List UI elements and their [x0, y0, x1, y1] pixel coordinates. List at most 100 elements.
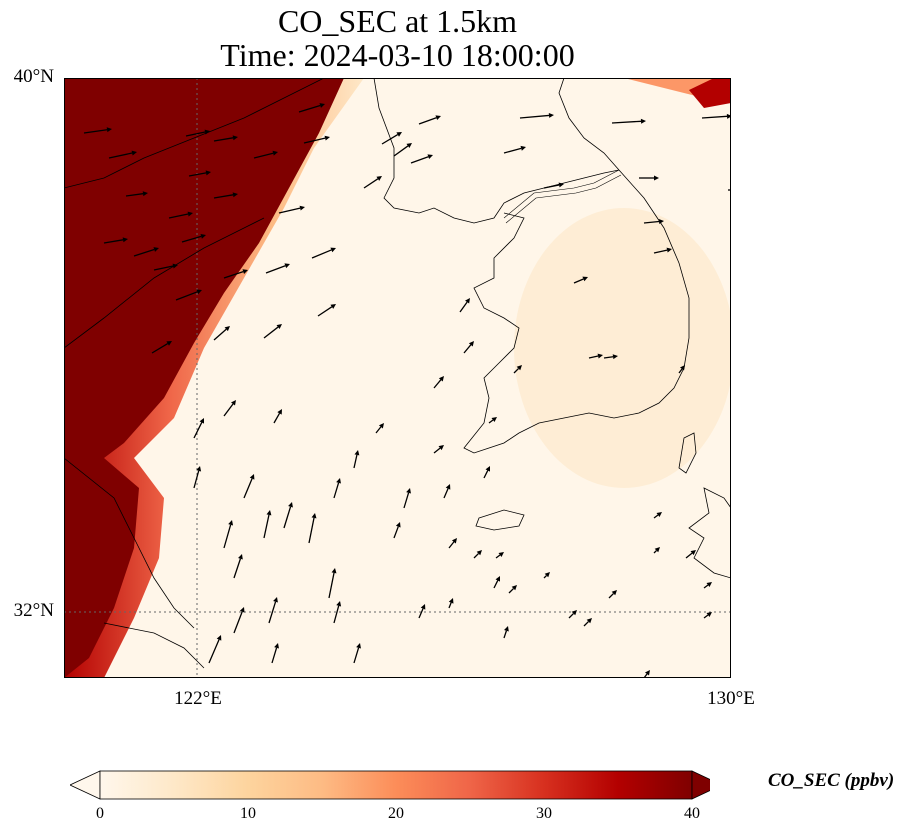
wind-vector-head [680, 365, 685, 371]
wind-vector-head [232, 135, 238, 141]
wind-vector-head [451, 538, 457, 544]
wind-vector-shaft [278, 207, 301, 214]
wind-vector-shaft [573, 278, 584, 284]
wind-vector-shaft [83, 129, 108, 134]
wind-vector-shaft [223, 403, 234, 417]
wind-vector-head [445, 484, 451, 490]
wind-vector-shaft [273, 413, 281, 424]
wind-vector-shaft [473, 553, 479, 559]
wind-vector-head [336, 601, 342, 607]
wind-vector-head [582, 276, 588, 282]
wind-vector-head [495, 576, 500, 582]
wind-vector-shaft [298, 104, 321, 113]
wind-vector-head [284, 263, 290, 269]
wind-vector-shaft [308, 517, 315, 544]
wind-vector-shaft [375, 426, 382, 434]
wind-vector-head [485, 466, 490, 472]
wind-vector-head [204, 129, 210, 135]
wind-vector-head [396, 132, 402, 137]
wind-vector-shaft [381, 134, 399, 145]
colorbar-label: CO_SEC (ppbv) [768, 770, 895, 791]
wind-vector-head [228, 520, 234, 526]
wind-vector-shaft [495, 554, 501, 559]
wind-vector-head [656, 512, 662, 517]
wind-vector-shaft [317, 306, 333, 317]
wind-vector-head [324, 135, 330, 141]
wind-vector-head [491, 417, 497, 422]
wind-vector-shaft [611, 120, 642, 124]
wind-vector-head [548, 112, 554, 118]
coastline-bohai-north [373, 78, 620, 224]
wind-vector-shaft [543, 575, 547, 579]
wind-vector-shaft [213, 137, 234, 142]
wind-vector-shaft [403, 492, 410, 509]
wind-vector-head [666, 247, 672, 253]
coastline-liaodong [64, 78, 325, 189]
wind-vector-head [356, 643, 361, 649]
coastline-korea [463, 169, 690, 454]
wind-vector-head [216, 635, 222, 641]
wind-vector-head [199, 418, 204, 424]
wind-vector-shaft [333, 482, 340, 499]
wind-vector-head [288, 502, 293, 508]
wind-vector-head [438, 376, 444, 382]
colorbar-tick-30: 30 [536, 805, 552, 822]
wind-vector-shaft [103, 239, 124, 244]
wind-vector-shaft [133, 248, 155, 257]
wind-vector-shaft [493, 580, 499, 589]
wind-vector-head [276, 324, 282, 330]
wind-vector-shaft [503, 630, 508, 639]
colorbar-extend-high [691, 770, 710, 800]
wind-vector-head [187, 211, 193, 217]
wind-vector-shaft [603, 356, 614, 359]
wind-vectors [83, 103, 731, 678]
wind-vector-head [238, 554, 243, 560]
wind-vector-shaft [685, 552, 693, 559]
wind-vector-shaft [543, 184, 560, 189]
coastline-north-korea-east [558, 78, 620, 171]
wind-vector-shaft [410, 156, 429, 164]
wind-vector-shaft [271, 647, 278, 664]
map-canvas [64, 78, 731, 678]
coastline-yangtze-estuary [103, 622, 205, 669]
wind-vector-shaft [488, 419, 494, 424]
wind-vector-shaft [188, 172, 207, 177]
wind-vector-head [166, 341, 172, 346]
wind-vector-shaft [193, 422, 203, 439]
wind-vector-head [654, 175, 659, 181]
wind-vector-head [706, 582, 712, 587]
peninsula-concentration-shade [514, 208, 731, 488]
coastline-tsushima [678, 432, 697, 474]
wind-vector-head [242, 269, 248, 274]
wind-vector-shaft [443, 488, 449, 499]
wind-vector-shaft [233, 611, 243, 634]
coastlines [64, 78, 731, 669]
wind-vector-head [172, 263, 178, 269]
wind-vector-shaft [283, 506, 292, 529]
wind-vector-head [232, 192, 238, 198]
title-variable-line: CO_SEC at 1.5km [277, 3, 518, 39]
wind-vector-head [122, 237, 128, 243]
wind-vector-shaft [503, 147, 522, 154]
dmz-border [503, 169, 622, 224]
wind-vector-shaft [393, 145, 409, 157]
wind-vector-head [266, 510, 272, 516]
northeast-plume-core [689, 78, 731, 108]
wind-vector-shaft [265, 265, 286, 274]
wind-vector-head [205, 170, 211, 176]
wind-vector-head [299, 205, 305, 211]
coastline-jeju [475, 509, 525, 531]
wind-vector-shaft [243, 478, 253, 499]
wind-vector-head [427, 154, 433, 160]
wind-vector-head [448, 598, 454, 604]
wind-vector-shaft [433, 447, 441, 454]
coastline-jiangsu [64, 457, 195, 629]
wind-vector-head [142, 191, 148, 197]
wind-vector-shaft [701, 115, 728, 119]
wind-vector-head [196, 466, 202, 472]
wind-vector-shaft [193, 470, 200, 489]
wind-vector-shaft [583, 621, 589, 627]
wind-vector-head [330, 247, 336, 253]
colorbar [70, 770, 710, 800]
wind-vector-head [420, 604, 426, 610]
